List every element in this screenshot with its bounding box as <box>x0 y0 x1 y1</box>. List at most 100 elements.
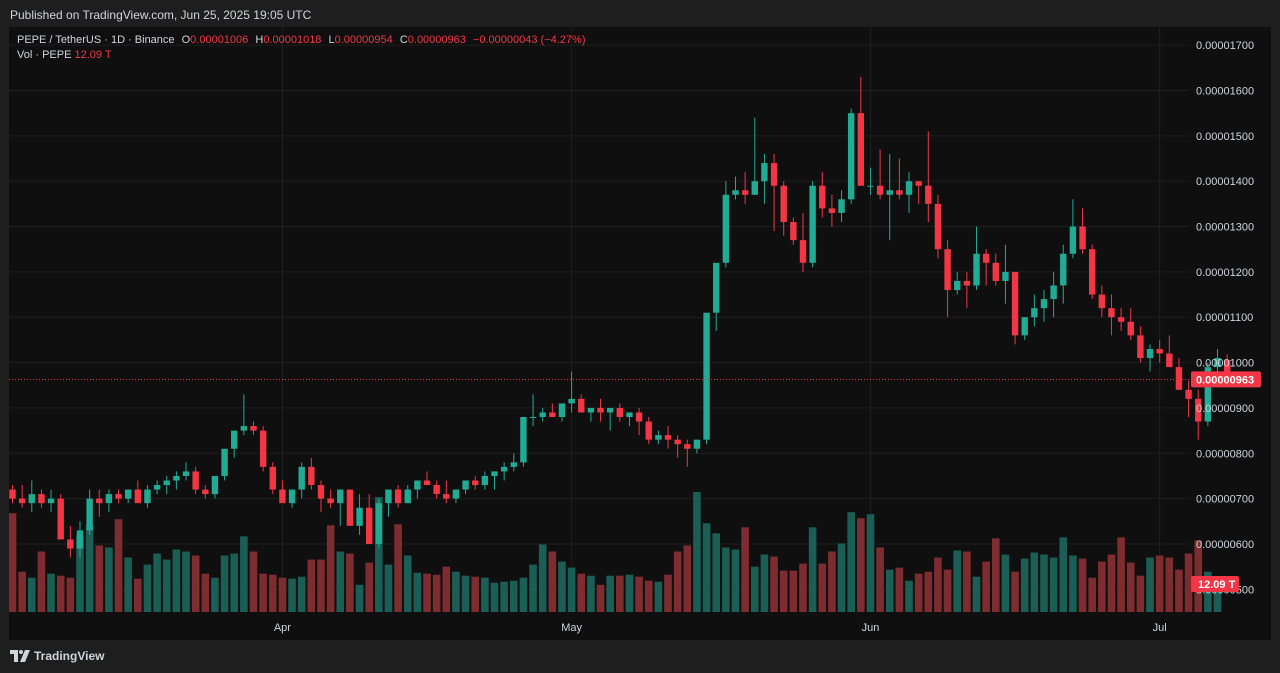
candle-body <box>847 113 855 200</box>
candle-body <box>86 498 93 531</box>
symbol-label[interactable]: PEPE / TetherUS · 1D · Binance <box>17 34 175 46</box>
candle-body <box>886 190 893 195</box>
candle-body <box>38 494 45 504</box>
volume-bar <box>1040 554 1048 612</box>
candle-body <box>838 199 845 213</box>
candle-body <box>298 466 305 490</box>
candle-body <box>288 489 296 504</box>
candle-body <box>925 185 932 204</box>
candle-body <box>240 426 248 431</box>
candle-body <box>799 240 807 263</box>
close-value: 0.00000963 <box>407 34 466 46</box>
volume-bar <box>837 543 846 612</box>
tradingview-brand[interactable]: TradingView <box>10 649 104 663</box>
candle-body <box>982 253 990 263</box>
volume-bar <box>722 547 730 612</box>
candle-body <box>1031 308 1038 318</box>
candle-body <box>202 489 209 495</box>
candle-body <box>250 426 257 431</box>
candle-body <box>269 466 276 490</box>
volume-bar <box>1049 557 1058 612</box>
volume-bar <box>596 584 605 612</box>
volume-bar <box>336 551 345 612</box>
candle-body <box>954 280 961 291</box>
volume-bar <box>240 536 248 612</box>
volume-bar <box>490 582 499 612</box>
volume-bar <box>56 575 65 612</box>
volume-bar <box>818 563 827 612</box>
x-tick-label: Jun <box>862 622 880 634</box>
candle-body <box>1175 367 1183 390</box>
candle-body <box>105 494 113 504</box>
candle-body <box>9 489 16 499</box>
brand-name: TradingView <box>34 649 105 663</box>
volume-bar <box>731 549 740 612</box>
volume-bar <box>76 535 84 612</box>
candle-body <box>317 485 325 499</box>
candle-body <box>308 466 315 486</box>
candle-body <box>1069 226 1077 254</box>
candle-body <box>732 190 739 195</box>
candlestick-chart[interactable]: 0.000005000.000006000.000007000.00000800… <box>9 27 1271 640</box>
volume-bar <box>885 569 894 612</box>
change-value: −0.00000043 (−4.27%) <box>472 34 586 46</box>
volume-bar <box>471 576 480 612</box>
volume-bar <box>259 573 267 612</box>
candle-body <box>1040 299 1048 309</box>
volume-bar <box>1213 587 1222 612</box>
candle-body <box>365 507 373 544</box>
candle-body <box>568 398 575 404</box>
volume-label[interactable]: Vol · PEPE <box>17 49 72 61</box>
candle-body <box>549 412 556 417</box>
candle-body <box>327 498 334 504</box>
candle-body <box>1011 271 1019 336</box>
volume-bar <box>548 551 557 612</box>
volume-bar <box>375 497 383 612</box>
open-value: 0.00001006 <box>190 34 249 46</box>
candle-body <box>462 480 469 490</box>
candle-body <box>741 190 749 195</box>
y-tick-label: 0.00000800 <box>1196 448 1254 460</box>
candle-body <box>635 412 643 422</box>
chart-background <box>9 27 1271 640</box>
volume-bar <box>683 545 692 612</box>
candle-body <box>944 249 951 291</box>
candle-body <box>539 412 546 417</box>
low-label: L <box>328 34 335 46</box>
candle-body <box>28 494 35 504</box>
x-tick-label: Jul <box>1153 622 1167 634</box>
volume-bar <box>635 576 643 612</box>
candle-body <box>934 203 942 250</box>
candle-body <box>124 489 132 499</box>
y-tick-label: 0.00001500 <box>1196 131 1254 143</box>
volume-bar <box>403 555 412 612</box>
volume-bar <box>808 527 817 612</box>
candle-body <box>1098 294 1106 309</box>
volume-bar <box>47 573 55 612</box>
candle-body <box>259 430 267 467</box>
candle-body <box>67 539 74 549</box>
candle-body <box>57 498 64 540</box>
candle-body <box>780 185 787 222</box>
candle-body <box>231 430 238 449</box>
candle-body <box>182 471 190 476</box>
high-label: H <box>255 34 264 46</box>
candle-body <box>153 485 161 490</box>
candle-body <box>1079 226 1086 250</box>
volume-bar <box>828 551 836 612</box>
candle-body <box>693 439 701 449</box>
candle-body <box>828 208 836 213</box>
candle-body <box>163 480 170 486</box>
volume-bar <box>1001 554 1010 612</box>
volume-bar <box>750 566 759 612</box>
low-value: 0.00000954 <box>334 34 393 46</box>
volume-bar <box>558 561 566 612</box>
candle-body <box>761 163 768 182</box>
ohlc-legend: PEPE / TetherUS · 1D · Binance O0.000010… <box>17 34 586 46</box>
candle-body <box>587 407 595 413</box>
volume-bar <box>1117 537 1125 612</box>
candle-body <box>655 435 662 440</box>
candle-body <box>375 503 383 544</box>
volume-bar <box>963 551 971 612</box>
candle-body <box>134 489 142 504</box>
